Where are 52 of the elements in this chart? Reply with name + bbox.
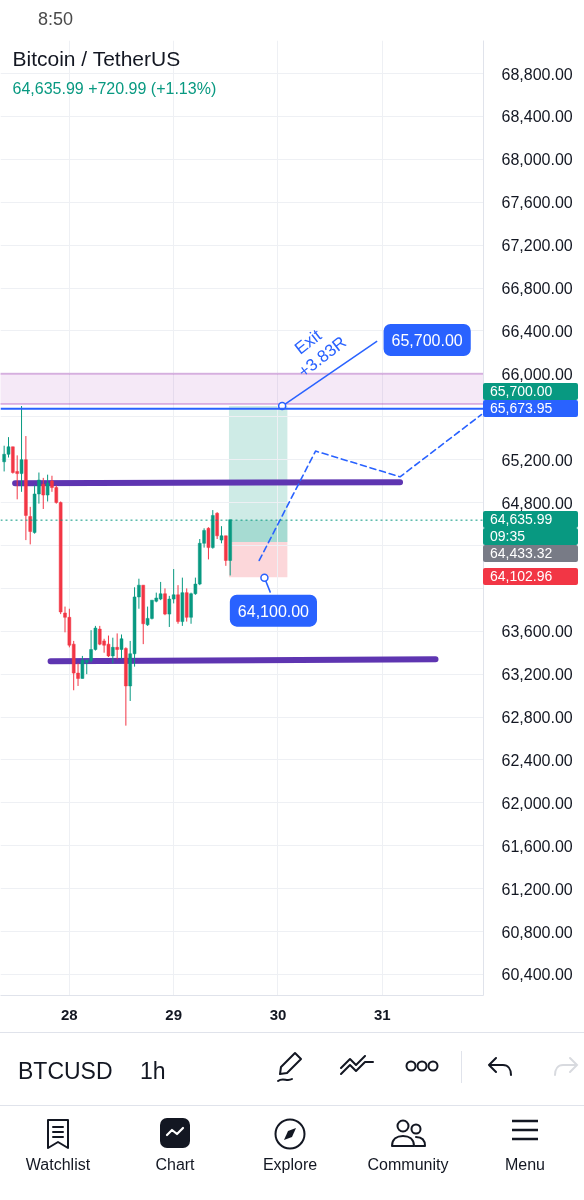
candlestick (115, 632, 119, 660)
y-tick-label: 62,400.00 (501, 751, 573, 769)
y-tick-label: 62,000.00 (501, 794, 573, 812)
text: 64,102.96 (483, 568, 578, 586)
text: Watchlist (24, 1155, 92, 1175)
y-tick-label: 66,400.00 (501, 322, 573, 340)
candlestick (111, 637, 115, 664)
y-tick-label: 60,400.00 (501, 966, 573, 984)
candlestick (45, 474, 50, 502)
annotation: 65,700.00 (391, 332, 463, 350)
y-tick-label: 61,600.00 (501, 837, 573, 855)
x-tick-label: 31 (373, 1005, 391, 1023)
text: Menu (504, 1155, 546, 1175)
candlestick (215, 511, 219, 540)
text: 64,635.99 +720.99 (+1.13%) (12, 80, 217, 97)
text: 64,433.32 (483, 545, 578, 563)
y-tick-label: 66,800.00 (501, 280, 573, 298)
text: Chart (154, 1155, 196, 1175)
y-tick-label: 68,400.00 (501, 108, 573, 126)
candlestick (80, 655, 85, 679)
text: 09:35 (483, 528, 578, 546)
text: 8:50 (38, 8, 74, 31)
x-tick-label: 29 (165, 1005, 183, 1023)
y-tick-label: 63,600.00 (501, 623, 573, 641)
y-tick-label: 60,800.00 (501, 923, 573, 941)
x-tick-label: 28 (61, 1005, 78, 1023)
chart-title: Bitcoin / TetherUS (12, 47, 181, 70)
ref-line-label: 64,635.99 (483, 511, 578, 529)
y-tick-label: 61,200.00 (501, 880, 573, 898)
text: 1h (140, 1057, 166, 1086)
y-tick-label: 67,200.00 (501, 237, 573, 255)
y-tick-label: 64,800.00 (501, 494, 573, 512)
y-tick-label: 68,000.00 (501, 151, 573, 169)
text: Community (366, 1155, 450, 1175)
y-tick-label: 67,600.00 (501, 194, 573, 212)
candlestick (167, 595, 172, 628)
candlestick (163, 587, 167, 616)
y-tick-label: 65,200.00 (501, 451, 573, 469)
text: 65,700.00 (483, 382, 578, 400)
x-tick-label: 30 (269, 1005, 287, 1023)
y-tick-label: 68,800.00 (501, 65, 573, 83)
ref-line-label: 65,673.95 (483, 399, 578, 417)
annotation: 64,100.00 (237, 602, 310, 620)
candlestick (19, 405, 24, 493)
text: BTCUSD (18, 1057, 113, 1086)
text: Explore (261, 1155, 319, 1175)
y-tick-label: 62,800.00 (501, 709, 573, 727)
candlestick (41, 477, 45, 510)
y-tick-label: 63,200.00 (501, 666, 573, 684)
candlestick (206, 526, 211, 560)
y-tick-label: 66,000.00 (501, 365, 573, 383)
candlestick (119, 633, 124, 660)
